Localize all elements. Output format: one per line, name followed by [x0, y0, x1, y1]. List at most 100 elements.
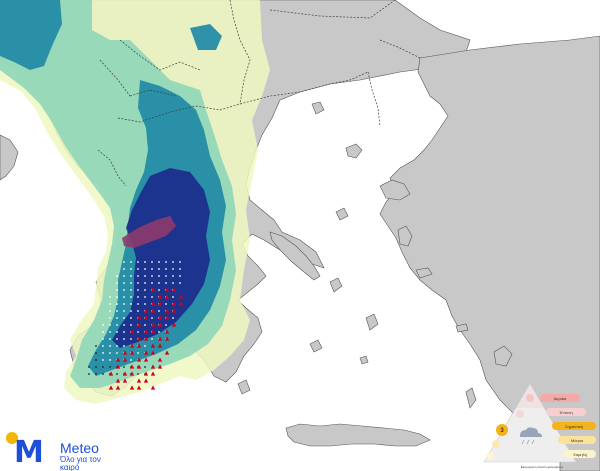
wind-dot: [109, 331, 111, 333]
thasos: [311, 101, 325, 115]
wind-dot: [123, 289, 125, 291]
hail-triangle: [122, 378, 128, 383]
hail-triangle: [157, 315, 163, 320]
wind-dot: [165, 261, 167, 263]
hail-triangle: [164, 329, 170, 334]
hail-triangle: [178, 301, 184, 306]
wind-dot: [102, 345, 104, 347]
hail-triangle: [136, 322, 142, 327]
skyros: [335, 207, 349, 221]
legend-bar-moderate: [558, 436, 596, 444]
wind-dot: [95, 359, 97, 361]
wind-dot: [179, 261, 181, 263]
wind-dot: [151, 268, 153, 270]
wind-dot: [88, 373, 90, 375]
wind-dot: [130, 275, 132, 277]
hail-triangle: [129, 364, 135, 369]
hail-triangle: [164, 308, 170, 313]
wind-dot: [116, 352, 118, 354]
hail-triangle: [136, 378, 142, 383]
wind-dot: [165, 268, 167, 270]
hail-triangle: [157, 357, 163, 362]
wind-dot: [158, 261, 160, 263]
legend-active-level: 3: [500, 428, 504, 434]
hail-triangle: [164, 336, 170, 341]
wind-dot: [109, 359, 111, 361]
border-serbia-bulgaria: [229, 0, 251, 105]
kythira: [237, 379, 251, 395]
wind-dot: [116, 275, 118, 277]
legend-caption: Εκτιμώμενη ένταση φαινομένων: [520, 465, 564, 469]
hail-triangle: [150, 343, 156, 348]
hail-triangle: [150, 287, 156, 292]
wind-dot: [130, 317, 132, 319]
wind-dot: [123, 345, 125, 347]
wind-dot: [137, 303, 139, 305]
wind-dot: [102, 366, 104, 368]
wind-dot: [116, 373, 118, 375]
wind-dot: [158, 331, 160, 333]
border-romania-bulgaria: [269, 0, 396, 19]
border-north-macedonia-greece: [117, 103, 241, 123]
hail-triangle: [150, 308, 156, 313]
legend-graphic: 3 Ακραία Έντονη Σημαντική Μέτρια Χαμηλή: [483, 383, 596, 463]
hail-triangle: [164, 294, 170, 299]
hail-triangle: [115, 364, 121, 369]
wind-dot: [102, 352, 104, 354]
wind-dot: [102, 324, 104, 326]
hail-triangle: [150, 364, 156, 369]
legend-level-1-icon: [486, 452, 494, 460]
wind-dot: [109, 310, 111, 312]
wind-dot: [151, 261, 153, 263]
legend-bar-extreme: [540, 394, 580, 402]
wind-dot: [172, 317, 174, 319]
border-internal-regions: [99, 39, 201, 97]
legend-level-5-icon: [526, 394, 534, 402]
wind-dot: [179, 268, 181, 270]
hail-triangle: [143, 315, 149, 320]
legend-label-significant: Σημαντική: [565, 424, 583, 429]
hail-triangle: [115, 385, 121, 390]
hail-triangle: [157, 294, 163, 299]
wind-dot: [130, 324, 132, 326]
wind-dot: [123, 296, 125, 298]
wind-dot: [95, 345, 97, 347]
hail-triangle: [136, 357, 142, 362]
hail-markers: [108, 287, 184, 390]
hail-triangle: [108, 371, 114, 376]
wind-dot: [130, 268, 132, 270]
wind-dot: [137, 289, 139, 291]
wind-dot: [130, 338, 132, 340]
hail-triangle: [164, 350, 170, 355]
brand-name: Meteo: [60, 440, 99, 456]
wind-dot: [123, 303, 125, 305]
hail-triangle: [150, 301, 156, 306]
wind-dot: [172, 282, 174, 284]
wind-dot: [130, 310, 132, 312]
wind-dot: [172, 268, 174, 270]
hail-triangle: [143, 371, 149, 376]
logo-dot-icon: [6, 432, 18, 444]
hail-triangle: [143, 329, 149, 334]
wind-dot: [109, 345, 111, 347]
wind-dot: [165, 303, 167, 305]
wind-dot: [102, 338, 104, 340]
wind-dot: [130, 261, 132, 263]
wind-dot: [109, 296, 111, 298]
hail-triangle: [122, 350, 128, 355]
karpathos: [465, 387, 477, 409]
hail-triangle: [157, 364, 163, 369]
rhodes: [493, 345, 513, 367]
wind-dot: [123, 331, 125, 333]
precipitation-field: [0, 0, 270, 404]
wind-dot: [158, 310, 160, 312]
wind-dot: [109, 338, 111, 340]
hail-triangle: [164, 315, 170, 320]
wind-dot: [172, 275, 174, 277]
wind-dot: [109, 352, 111, 354]
border-albania-greece: [97, 149, 127, 187]
wind-dot: [151, 338, 153, 340]
rain-drops-icon: [521, 439, 535, 445]
wind-dot: [144, 289, 146, 291]
wind-dot: [130, 303, 132, 305]
